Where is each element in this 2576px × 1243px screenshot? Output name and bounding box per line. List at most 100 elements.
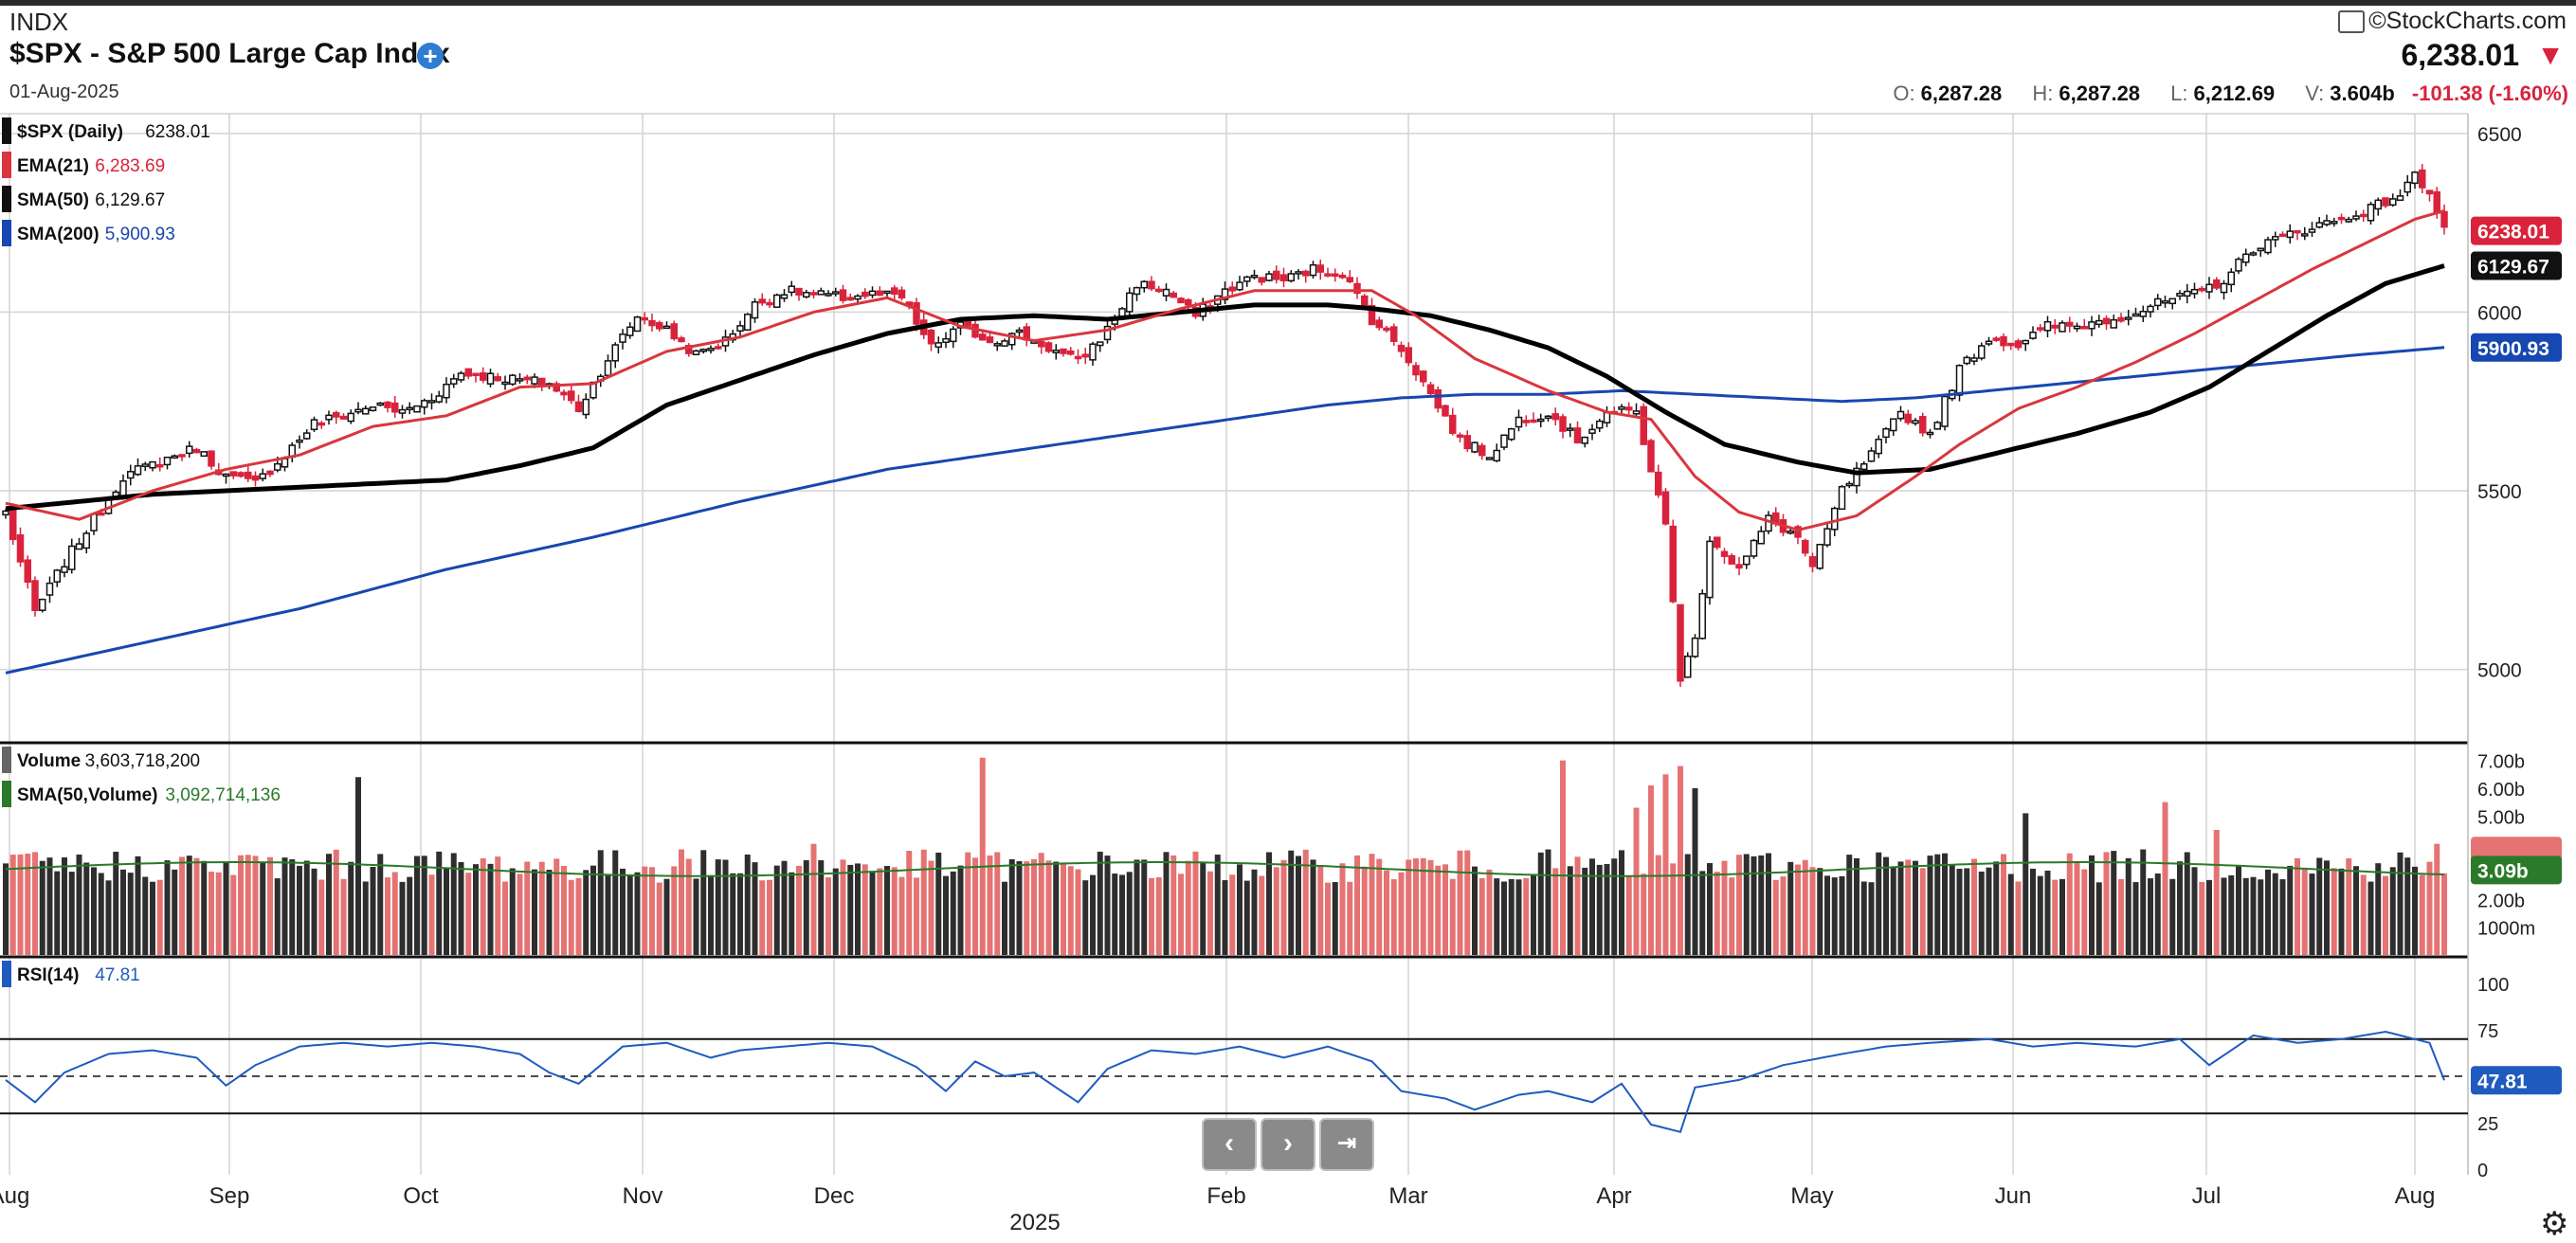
volume-bar xyxy=(1860,881,1867,955)
legend-ema21-swatch xyxy=(2,152,11,178)
volume-bar xyxy=(428,874,435,955)
chevron-left-icon[interactable]: ‹ xyxy=(1202,1118,1257,1171)
candle-body xyxy=(1103,325,1112,341)
candle-body xyxy=(1074,355,1082,360)
volume-bar xyxy=(2177,861,2183,955)
gear-icon[interactable]: ⚙ xyxy=(2540,1206,2569,1242)
candle-body xyxy=(1522,420,1530,423)
candle-body xyxy=(1405,347,1412,364)
candle-body xyxy=(1838,485,1846,511)
volume-bar xyxy=(1787,861,1794,955)
volume-bar xyxy=(1662,774,1669,955)
volume-bar xyxy=(1508,878,1515,955)
volume-bar xyxy=(2397,852,2404,955)
volume-bar xyxy=(1192,851,1199,955)
candle-body xyxy=(2088,321,2095,330)
candle-body xyxy=(1831,507,1839,531)
price-tag-bg xyxy=(2471,216,2562,245)
candle-body xyxy=(876,290,883,297)
volume-bar xyxy=(98,873,104,955)
candle-body xyxy=(656,321,663,330)
rsi-tick-label: 75 xyxy=(2477,1021,2498,1042)
volume-bar xyxy=(906,851,913,955)
candle-body xyxy=(788,285,795,294)
candle-body xyxy=(1434,388,1442,409)
candle-body xyxy=(2022,339,2029,345)
price-tag: 6238.01 xyxy=(2477,222,2549,243)
volume-bar xyxy=(730,873,736,955)
brand-link[interactable]: ©StockCharts.com xyxy=(2338,8,2567,35)
brand-label: ©StockCharts.com xyxy=(2368,8,2567,34)
volume-bar xyxy=(450,853,457,955)
volume-bar xyxy=(810,843,817,955)
volume-bar xyxy=(1442,864,1448,955)
volume-bar xyxy=(2037,875,2043,955)
candle-body xyxy=(839,289,847,301)
candle-body xyxy=(2139,311,2147,317)
candle-body xyxy=(1603,411,1611,423)
candle-body xyxy=(1661,491,1670,525)
candle-body xyxy=(1148,280,1155,290)
volume-bar xyxy=(605,875,611,955)
legend-volume-name: Volume xyxy=(17,751,81,771)
volume-bar xyxy=(979,757,986,955)
legend-price-name: $SPX (Daily) xyxy=(17,122,123,142)
candle-body xyxy=(1500,434,1508,448)
candle-body xyxy=(1420,370,1427,383)
volume-bar xyxy=(2103,852,2110,955)
volume-bar xyxy=(1449,878,1456,955)
volume-bar xyxy=(281,857,288,955)
candle-body xyxy=(809,292,818,296)
volume-bar xyxy=(2132,882,2139,955)
candle-body xyxy=(2147,305,2154,313)
candle-body xyxy=(457,372,465,381)
candle-body xyxy=(2272,236,2279,241)
volume-bar xyxy=(2250,876,2257,955)
volume-bar xyxy=(914,877,919,955)
volume-bar xyxy=(1890,866,1896,955)
legend-rsi-swatch xyxy=(2,961,11,987)
volume-bar xyxy=(1625,876,1632,955)
volume-bar xyxy=(2148,878,2153,955)
volume-bar xyxy=(355,777,361,955)
volume-bar xyxy=(1795,864,1801,955)
candle-body xyxy=(1383,327,1390,332)
candle-body xyxy=(1493,449,1500,462)
candle-body xyxy=(1353,282,1361,295)
candle-body xyxy=(1596,420,1604,429)
skip-to-end-icon[interactable]: ⇥ xyxy=(1319,1118,1374,1171)
volume-bar xyxy=(2169,878,2176,955)
candle-body xyxy=(2374,199,2382,210)
x-year-label: 2025 xyxy=(1009,1210,1060,1235)
candle-body xyxy=(927,329,935,345)
volume-bar xyxy=(179,856,185,955)
legend-price-value: 6238.01 xyxy=(145,122,210,142)
candle-body xyxy=(1787,530,1794,534)
candle-body xyxy=(715,346,722,350)
plus-circle-icon[interactable]: + xyxy=(417,43,444,69)
candle-body xyxy=(354,408,362,413)
volume-bar xyxy=(1163,852,1170,955)
volume-bar xyxy=(2213,830,2220,955)
volume-bar xyxy=(1280,859,1287,955)
volume-bar xyxy=(120,869,126,955)
chevron-right-icon[interactable]: › xyxy=(1261,1118,1315,1171)
candle-body xyxy=(2323,220,2331,225)
volume-bar xyxy=(1501,881,1507,955)
volume-bar xyxy=(1008,858,1015,955)
candle-body xyxy=(531,376,538,385)
volume-bar xyxy=(943,875,949,955)
candle-body xyxy=(90,513,98,531)
candle-body xyxy=(443,383,450,399)
volume-bar xyxy=(2184,852,2190,955)
candle-body xyxy=(2176,292,2184,297)
legend-volume-value: 3,603,718,200 xyxy=(85,751,201,771)
candle-body xyxy=(670,323,678,340)
volume-bar xyxy=(2441,873,2447,955)
candle-body xyxy=(707,347,715,351)
volume-bar xyxy=(1560,760,1566,955)
volume-bar xyxy=(1678,766,1683,955)
volume-tick-label: 1000m xyxy=(2477,919,2535,940)
volume-sma-tag-bg xyxy=(2471,856,2562,885)
